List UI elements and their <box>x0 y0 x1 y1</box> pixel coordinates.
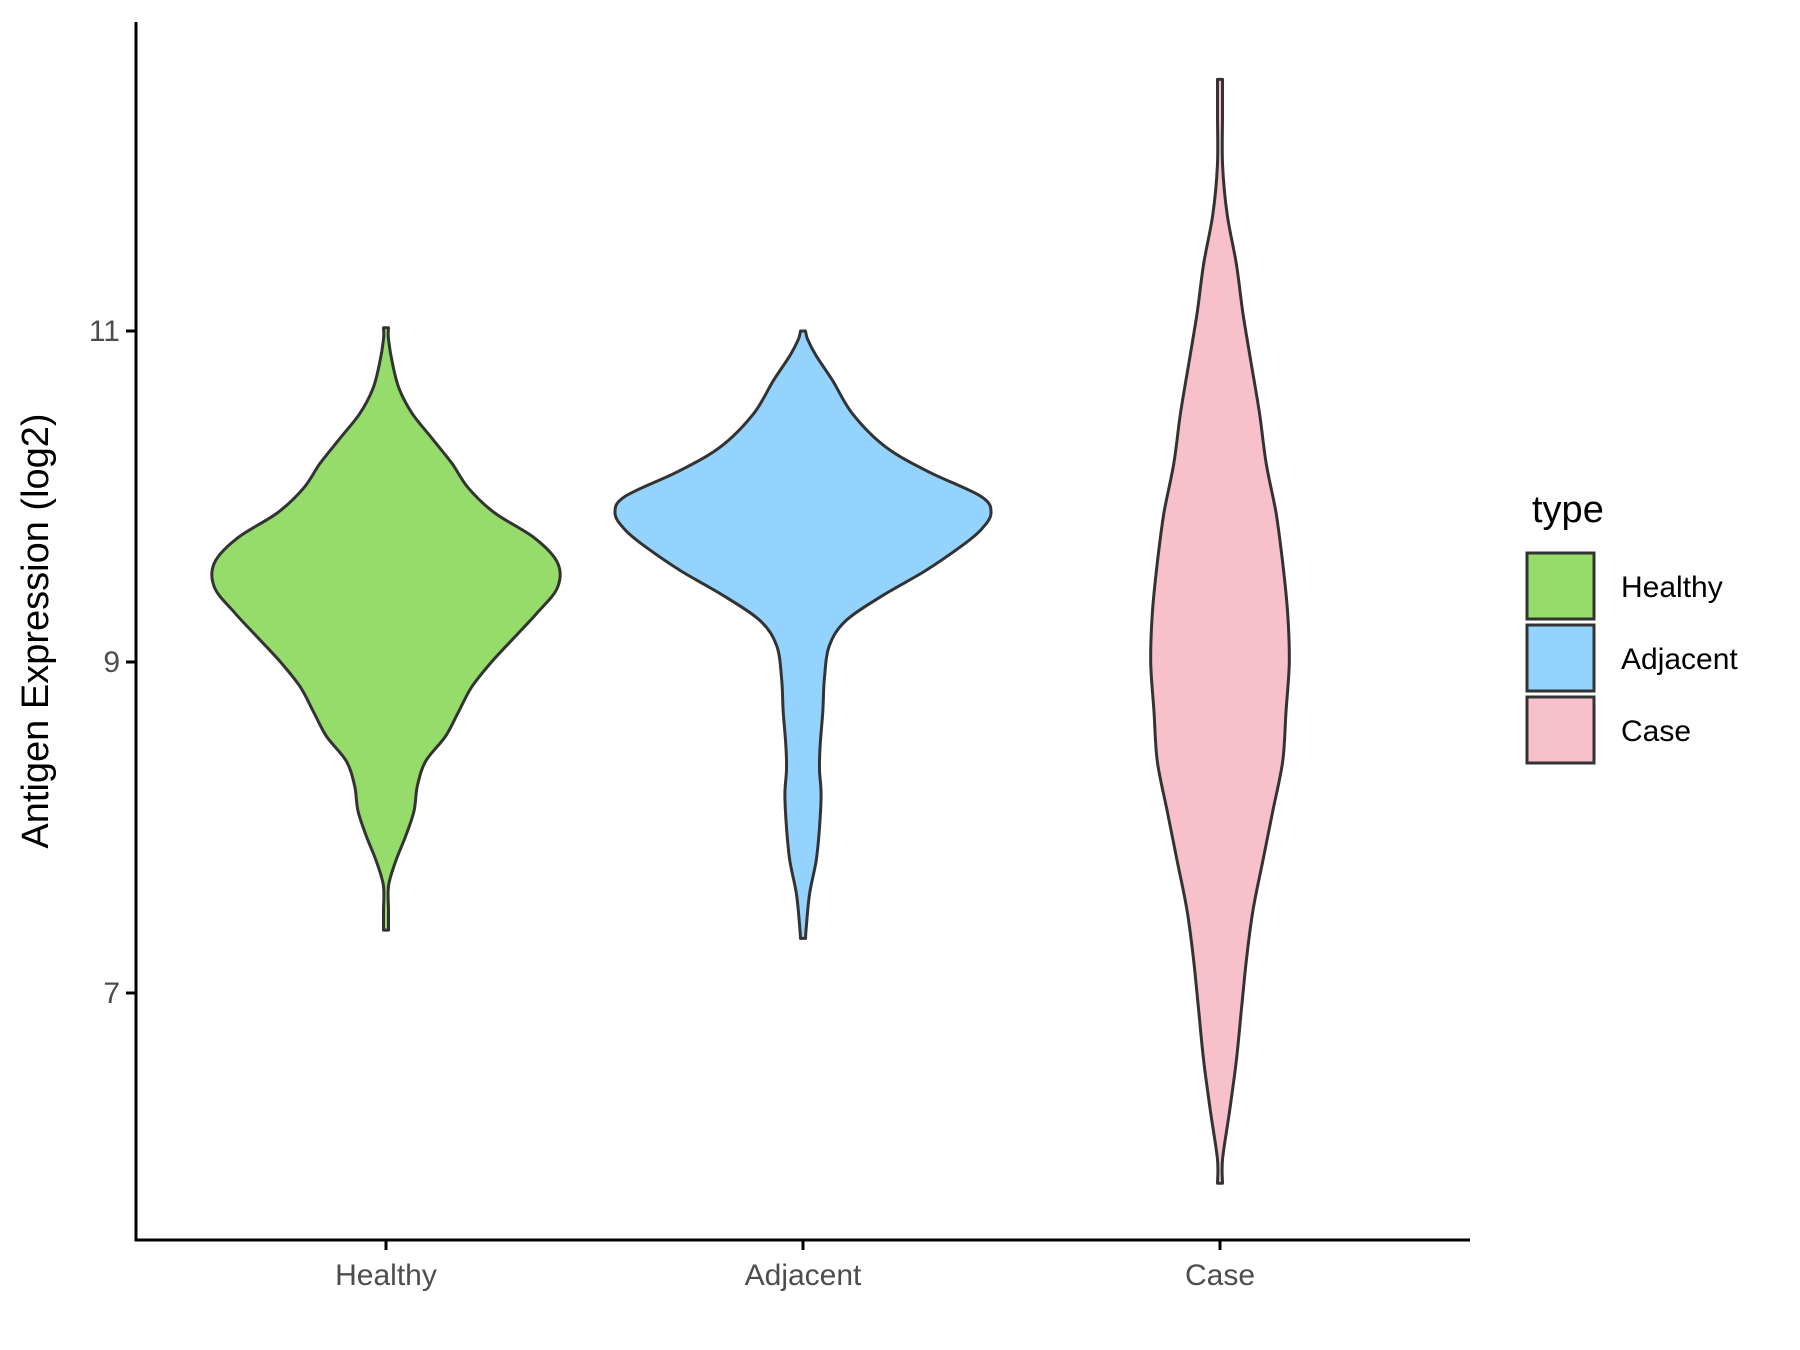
violins-layer <box>210 77 1291 1185</box>
axes-layer: 7 9 11 Healthy Adjacent Case <box>89 22 1470 1292</box>
y-tick-label: 9 <box>103 646 120 679</box>
legend-swatch-healthy <box>1525 551 1596 621</box>
y-axis-title: Antigen Expression (log2) <box>15 413 57 848</box>
x-tick-label: Adjacent <box>745 1259 862 1292</box>
x-tick-label: Healthy <box>335 1259 437 1292</box>
legend-swatch-adjacent <box>1525 623 1596 693</box>
x-tick-label: Case <box>1185 1259 1255 1292</box>
y-tick-label: 11 <box>89 315 120 348</box>
violin-adjacent <box>613 329 993 940</box>
violin-case <box>1149 77 1291 1185</box>
legend-label-healthy: Healthy <box>1621 571 1723 604</box>
legend-title: type <box>1532 489 1604 531</box>
legend-label-case: Case <box>1621 715 1691 748</box>
legend: type Healthy Adjacent Case <box>1525 489 1738 765</box>
y-tick-label: 7 <box>103 977 120 1010</box>
legend-swatch-case <box>1525 695 1596 765</box>
violin-healthy <box>210 326 562 932</box>
legend-label-adjacent: Adjacent <box>1621 643 1738 676</box>
